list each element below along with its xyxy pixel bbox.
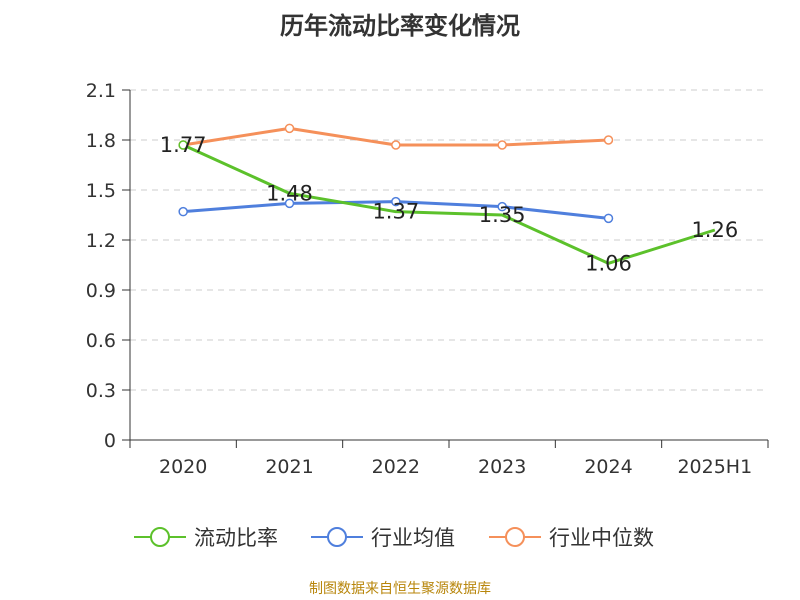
- line-chart: 0 0.3 0.6 0.9 1.2 1.5 1.8 2.1 2020 2021 2022 2023 20…: [86, 80, 769, 550]
- chart-title: 历年流动比率变化情况: [280, 12, 520, 40]
- y-tick-label: 2.1: [86, 80, 116, 102]
- data-label: 1.37: [372, 200, 419, 224]
- y-tick-label: 1.8: [86, 130, 116, 152]
- x-tick-label: 2023: [478, 456, 526, 478]
- x-tick-label: 2020: [159, 456, 207, 478]
- x-tick-label: 2021: [265, 456, 313, 478]
- y-tick-label: 0.6: [86, 330, 116, 352]
- y-tick-label: 1.2: [86, 230, 116, 252]
- legend-marker: [327, 527, 347, 547]
- legend-marker: [505, 527, 525, 547]
- data-point: [178, 206, 188, 217]
- data-point: [497, 201, 507, 212]
- y-tick-label: 0.9: [86, 280, 116, 302]
- data-label: 1.06: [585, 251, 632, 275]
- x-tick-label: 2022: [372, 456, 420, 478]
- y-tick-label: 0.3: [86, 380, 116, 402]
- data-label: 1.48: [266, 181, 313, 205]
- source-note: 制图数据来自恒生聚源数据库: [309, 581, 491, 597]
- data-point: [391, 140, 401, 150]
- data-point: [284, 123, 295, 134]
- y-tick-label: 1.5: [86, 180, 116, 202]
- y-tick-label: 0: [104, 430, 116, 452]
- legend-label: 流动比率: [194, 526, 278, 550]
- data-point: [178, 140, 188, 150]
- data-label: 1.26: [691, 218, 738, 242]
- data-label: 1.35: [479, 203, 526, 227]
- x-tick-label: 2024: [584, 456, 632, 478]
- data-point: [603, 135, 614, 145]
- legend-marker: [150, 527, 170, 547]
- data-point: [497, 140, 507, 150]
- data-point: [284, 198, 295, 209]
- series-line: [182, 143, 716, 265]
- data-label: 1.77: [160, 133, 207, 157]
- legend-label: 行业均值: [371, 526, 455, 550]
- data-point: [391, 196, 401, 207]
- legend-label: 行业中位数: [549, 526, 654, 550]
- data-point: [603, 213, 614, 224]
- x-tick-label: 2025H1: [677, 456, 752, 478]
